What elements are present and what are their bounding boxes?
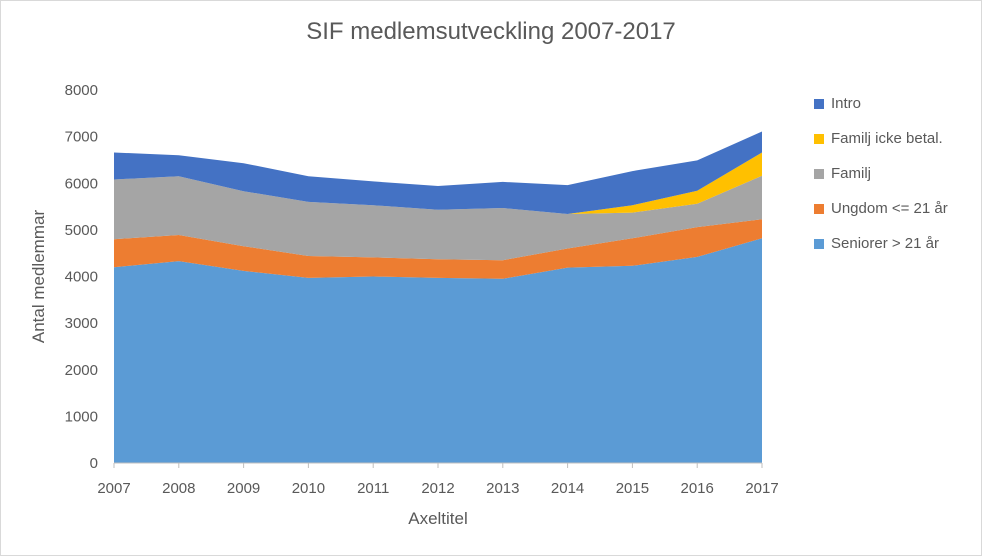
legend-item-familj-icke-betal: Familj icke betal. — [814, 121, 948, 156]
legend-swatch — [814, 168, 824, 179]
legend-item-intro: Intro — [814, 86, 948, 121]
legend-label: Seniorer > 21 år — [831, 235, 939, 252]
legend: Intro Familj icke betal. Familj Ungdom <= 2… — [814, 86, 948, 261]
series-area-ungdom-21-r — [114, 219, 762, 279]
y-tick-label: 3000 — [65, 315, 98, 332]
chart-title: SIF medlemsutveckling 2007-2017 — [306, 18, 676, 45]
x-tick-label: 2012 — [421, 480, 454, 497]
x-tick-label: 2008 — [162, 480, 195, 497]
x-tick-label: 2014 — [551, 480, 584, 497]
legend-label: Familj icke betal. — [831, 130, 943, 147]
x-tick-label: 2009 — [227, 480, 260, 497]
y-tick-label: 6000 — [65, 175, 98, 192]
y-tick-label: 1000 — [65, 408, 98, 425]
legend-label: Ungdom <= 21 år — [831, 200, 948, 217]
legend-swatch — [814, 98, 824, 109]
x-tick-label: 2013 — [486, 480, 519, 497]
legend-item-familj: Familj — [814, 156, 948, 191]
y-axis-title: Antal medlemmar — [29, 210, 48, 344]
x-tick-label: 2007 — [97, 480, 130, 497]
y-tick-label: 4000 — [65, 269, 98, 286]
legend-swatch — [814, 238, 824, 249]
y-tick-label: 5000 — [65, 222, 98, 239]
x-axis-title: Axeltitel — [408, 509, 468, 528]
legend-label: Intro — [831, 95, 862, 112]
series-area-familj — [114, 175, 762, 261]
legend-swatch — [814, 133, 824, 144]
series-area-intro — [114, 131, 762, 214]
legend-item-ungdom-21-r: Ungdom <= 21 år — [814, 191, 948, 226]
x-tick-label: 2015 — [616, 480, 649, 497]
x-tick-label: 2017 — [745, 480, 778, 497]
y-tick-label: 2000 — [65, 362, 98, 379]
y-tick-label: 0 — [90, 455, 98, 472]
legend-swatch — [814, 203, 824, 214]
x-tick-label: 2010 — [292, 480, 325, 497]
y-tick-label: 8000 — [65, 82, 98, 99]
series-area-seniorer-21-r — [114, 238, 762, 463]
y-tick-label: 7000 — [65, 129, 98, 146]
x-tick-label: 2016 — [681, 480, 714, 497]
x-tick-label: 2011 — [357, 480, 389, 497]
legend-item-seniorer-21-r: Seniorer > 21 år — [814, 226, 948, 261]
legend-label: Familj — [831, 165, 871, 182]
